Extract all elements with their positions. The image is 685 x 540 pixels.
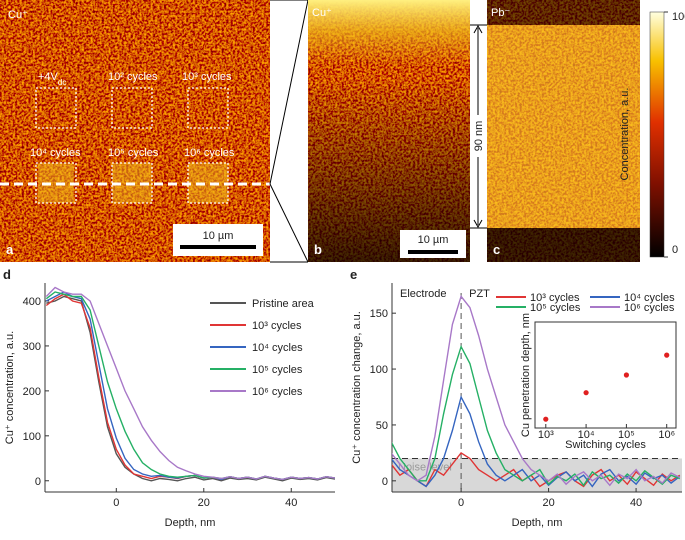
legend-label: 10⁵ cycles [252,364,303,376]
scale-label: 10 µm [203,230,234,242]
panel-c: Pb⁻ c [487,0,640,262]
legend-label: 10⁵ cycles [530,302,581,314]
colorbar [649,11,665,258]
scatter-point [664,352,670,358]
region-label: +4Vdc [38,71,66,87]
scale-label: 10 µm [418,234,449,246]
region-label: 10⁵ cycles [108,147,159,159]
y-tick-label: 200 [23,386,41,398]
region-label: 10³ cycles [182,71,232,83]
scale-bar [180,245,256,249]
x-tick-label: 10³ [538,429,554,441]
y-tick-label: 0 [382,476,388,488]
x-tick-label: 10⁴ [578,429,595,441]
y-tick-label: 50 [376,420,388,432]
inset-frame [534,321,677,429]
x-tick-label: 10⁶ [658,429,675,441]
legend-label: 10⁴ cycles [252,342,303,354]
legend-label: 10³ cycles [252,320,302,332]
scale-bar [408,250,458,254]
panel-letter: c [493,242,500,257]
depth-label: 90 nm [473,121,485,152]
x-tick-label: 0 [458,497,464,509]
colorbar-tick-label: 100 [672,11,685,23]
series-line [392,395,681,488]
series-line [45,286,335,481]
scatter-point [543,416,549,422]
connector [269,183,309,263]
series-line [392,294,681,487]
x-axis-label: Switching cycles [565,439,646,451]
panel-a: Cu⁺ +4Vdc 10² cycles 10³ cycles 10⁴ cycl… [0,0,270,262]
y-tick-label: 400 [23,296,41,308]
legend-label: 10³ cycles [530,292,580,304]
x-tick-label: 40 [285,497,297,509]
x-axis-label: Depth, nm [512,517,563,529]
x-tick-label: 20 [198,497,210,509]
panel-letter: a [6,242,14,257]
scatter-point [583,390,589,396]
x-tick-label: 0 [113,497,119,509]
x-tick-label: 40 [630,497,642,509]
panel-letter: b [314,242,322,257]
region-label: 10² cycles [108,71,158,83]
y-tick-label: 0 [35,476,41,488]
panel-letter: e [350,267,357,282]
y-tick-label: 100 [23,431,41,443]
y-tick-label: 150 [370,308,388,320]
connector [269,0,309,185]
legend-label: 10⁴ cycles [624,292,675,304]
annotation: Electrode [400,288,446,300]
x-tick-label: 20 [542,497,554,509]
map-image [0,0,270,262]
region-label: 10⁶ cycles [184,147,235,159]
panel-letter: d [3,267,11,282]
y-axis-label: Cu⁺ concentration, a.u. [4,331,16,444]
legend-label: 10⁶ cycles [252,386,303,398]
series-line [46,295,335,482]
legend-label: Pristine area [252,298,315,310]
colorbar-label: Concentration, a.u. [619,88,631,181]
y-tick-label: 300 [23,341,41,353]
scatter-point [623,372,630,378]
noise-label: Noise level [398,461,452,473]
panel-title: Pb⁻ [491,7,510,19]
panel-title: Cu⁺ [312,7,332,19]
colorbar-tick-label: 0 [672,244,678,256]
panel-b: Cu⁺ 10 µm b [308,0,470,262]
depth-marker: 90 nm [470,24,487,229]
y-axis-label: Cu penetration depth, nm [520,313,532,437]
panel-title: Cu⁺ [8,9,28,21]
y-axis-label: Cu⁺ concentration change, a.u. [351,311,363,464]
scale-box [173,224,263,256]
x-tick-label: 10⁵ [618,429,635,441]
region-label: 10⁴ cycles [30,147,81,159]
x-axis-label: Depth, nm [165,517,216,529]
y-tick-label: 100 [370,364,388,376]
annotation: PZT [469,288,490,300]
legend-label: 10⁶ cycles [624,302,675,314]
